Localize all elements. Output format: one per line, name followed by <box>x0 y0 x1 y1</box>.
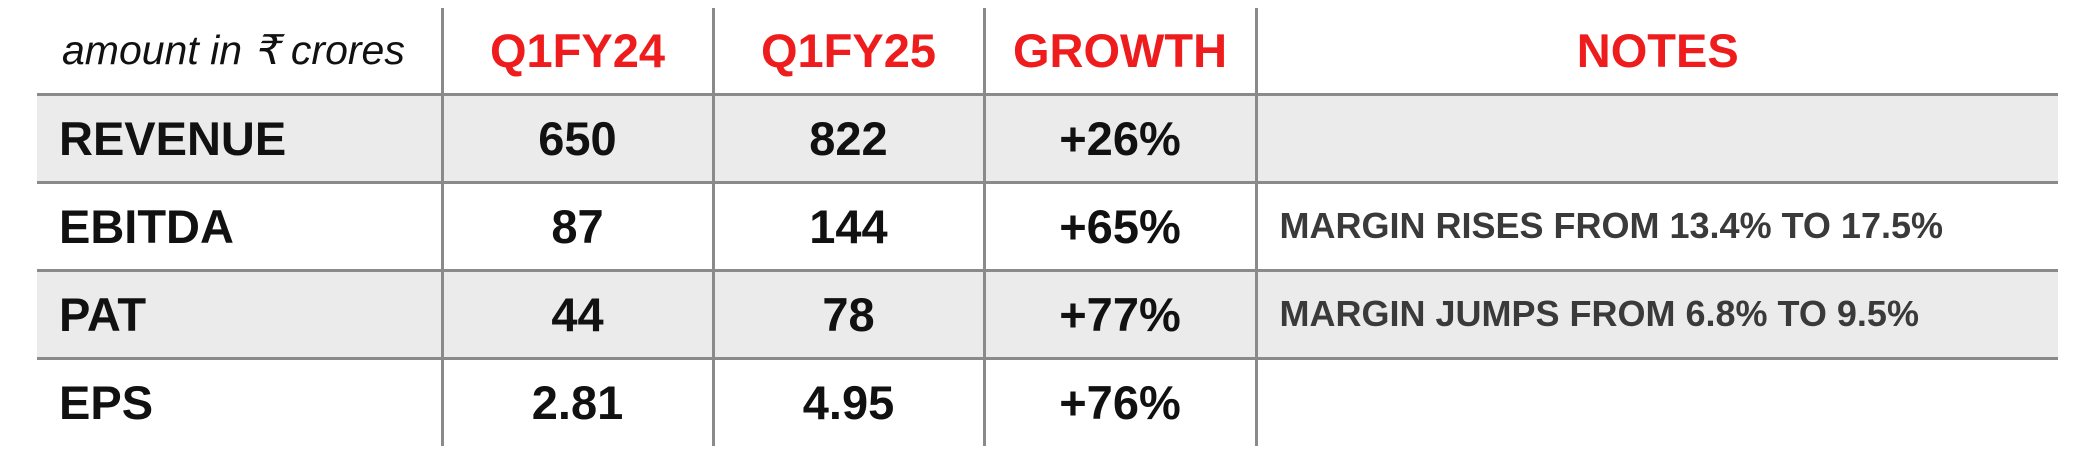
cell-q1fy25: 144 <box>711 182 984 272</box>
row-label: EBITDA <box>37 182 442 272</box>
cell-q1fy24: 87 <box>440 182 713 272</box>
row-label: PAT <box>37 270 442 360</box>
cell-q1fy24: 2.81 <box>440 358 713 446</box>
column-header-growth: GROWTH <box>982 8 1256 96</box>
cell-note <box>1254 358 2058 446</box>
column-header-q1fy25: Q1FY25 <box>711 8 984 96</box>
cell-q1fy24: 44 <box>440 270 713 360</box>
row-label: EPS <box>59 376 154 430</box>
column-header-notes: NOTES <box>1254 8 2058 96</box>
cell-growth: +65% <box>982 182 1256 272</box>
cell-note: MARGIN JUMPS FROM 6.8% TO 9.5% <box>1254 270 2058 360</box>
table-row-pat: PAT 44 78 +77% MARGIN JUMPS FROM 6.8% TO… <box>37 270 2058 360</box>
cell-growth: +26% <box>982 94 1256 184</box>
cell-note <box>1254 94 2058 184</box>
table-header-row: amount in ₹ crores Q1FY24 Q1FY25 GROWTH … <box>37 8 2058 96</box>
unit-label: amount in ₹ crores <box>37 8 442 96</box>
column-header-q1fy24: Q1FY24 <box>440 8 713 96</box>
cell-q1fy25: 78 <box>711 270 984 360</box>
table-row-revenue: REVENUE 650 822 +26% <box>37 94 2058 184</box>
table-row-ebitda: EBITDA 87 144 +65% MARGIN RISES FROM 13.… <box>37 182 2058 272</box>
cell-growth: +76% <box>982 358 1256 446</box>
cell-q1fy24: 650 <box>440 94 713 184</box>
cell-q1fy25: 822 <box>711 94 984 184</box>
cell-growth: +77% <box>982 270 1256 360</box>
table-row-eps: EPS 2.81 4.95 +76% <box>37 358 2058 446</box>
cell-q1fy25: 4.95 <box>711 358 984 446</box>
cell-note: MARGIN RISES FROM 13.4% TO 17.5% <box>1254 182 2058 272</box>
financial-results-table: amount in ₹ crores Q1FY24 Q1FY25 GROWTH … <box>37 8 2058 446</box>
row-label: REVENUE <box>37 94 442 184</box>
